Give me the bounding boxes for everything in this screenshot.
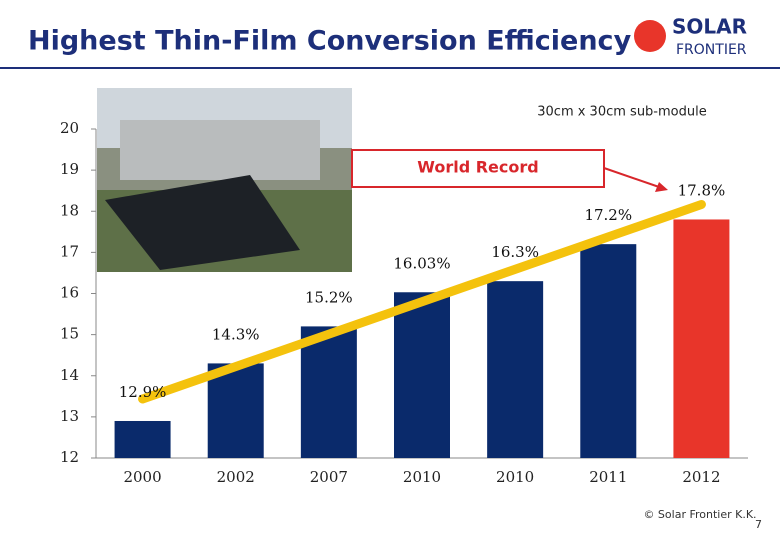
- x-tick-label: 2002: [217, 468, 255, 486]
- x-tick-label: 2011: [589, 468, 627, 486]
- value-label: 15.2%: [305, 288, 353, 306]
- x-tick-label: 2010: [496, 468, 534, 486]
- annotation: 30cm x 30cm sub-module: [537, 105, 706, 120]
- plot: 12 13 14 15 16 17 18 19 20 2000 2002 2007 2010 2010 20…: [60, 119, 748, 486]
- bar: [114, 420, 171, 458]
- trend-line: [138, 199, 706, 404]
- x-tick-label: 2000: [123, 468, 161, 486]
- y-tick-label: 19: [60, 160, 79, 178]
- y-tick-label: 13: [60, 407, 79, 425]
- value-label: 16.03%: [393, 254, 450, 272]
- bar: [394, 292, 450, 458]
- logo-sun: [634, 20, 666, 52]
- photo: [97, 88, 352, 272]
- y-tick-label: 16: [60, 284, 79, 302]
- bar: [487, 281, 544, 458]
- x-tick-label: 2007: [310, 468, 348, 486]
- copyright: © Solar Frontier K.K.: [643, 508, 756, 521]
- value-label: 12.9%: [119, 383, 167, 401]
- record-arrow: [603, 167, 663, 189]
- slide-title: Highest Thin-Film Conversion Efficiency: [28, 26, 632, 57]
- value-label: 14.3%: [212, 325, 260, 343]
- y-tick-label: 17: [60, 242, 79, 260]
- value-label: 17.8%: [678, 181, 726, 199]
- value-label: 16.3%: [491, 243, 539, 261]
- y-tick-label: 14: [60, 366, 79, 384]
- x-tick-label: 2010: [403, 468, 441, 486]
- record-box: [351, 149, 605, 188]
- y-tick-label: 18: [60, 201, 79, 219]
- page-number: 7: [755, 518, 762, 531]
- bar: [673, 219, 730, 458]
- y-tick-label: 20: [60, 119, 79, 137]
- value-label: 17.2%: [584, 206, 632, 224]
- record-arrow-head: [655, 182, 668, 192]
- bar: [207, 363, 264, 458]
- logo-text: SOLAR: [672, 15, 747, 39]
- logo-text: FRONTIER: [676, 42, 747, 58]
- annotation: World Record: [417, 158, 538, 177]
- x-tick-label: 2012: [682, 468, 720, 486]
- bar: [580, 244, 637, 458]
- bar: [300, 326, 357, 458]
- y-tick-label: 15: [60, 325, 79, 343]
- y-tick-label: 12: [60, 448, 79, 466]
